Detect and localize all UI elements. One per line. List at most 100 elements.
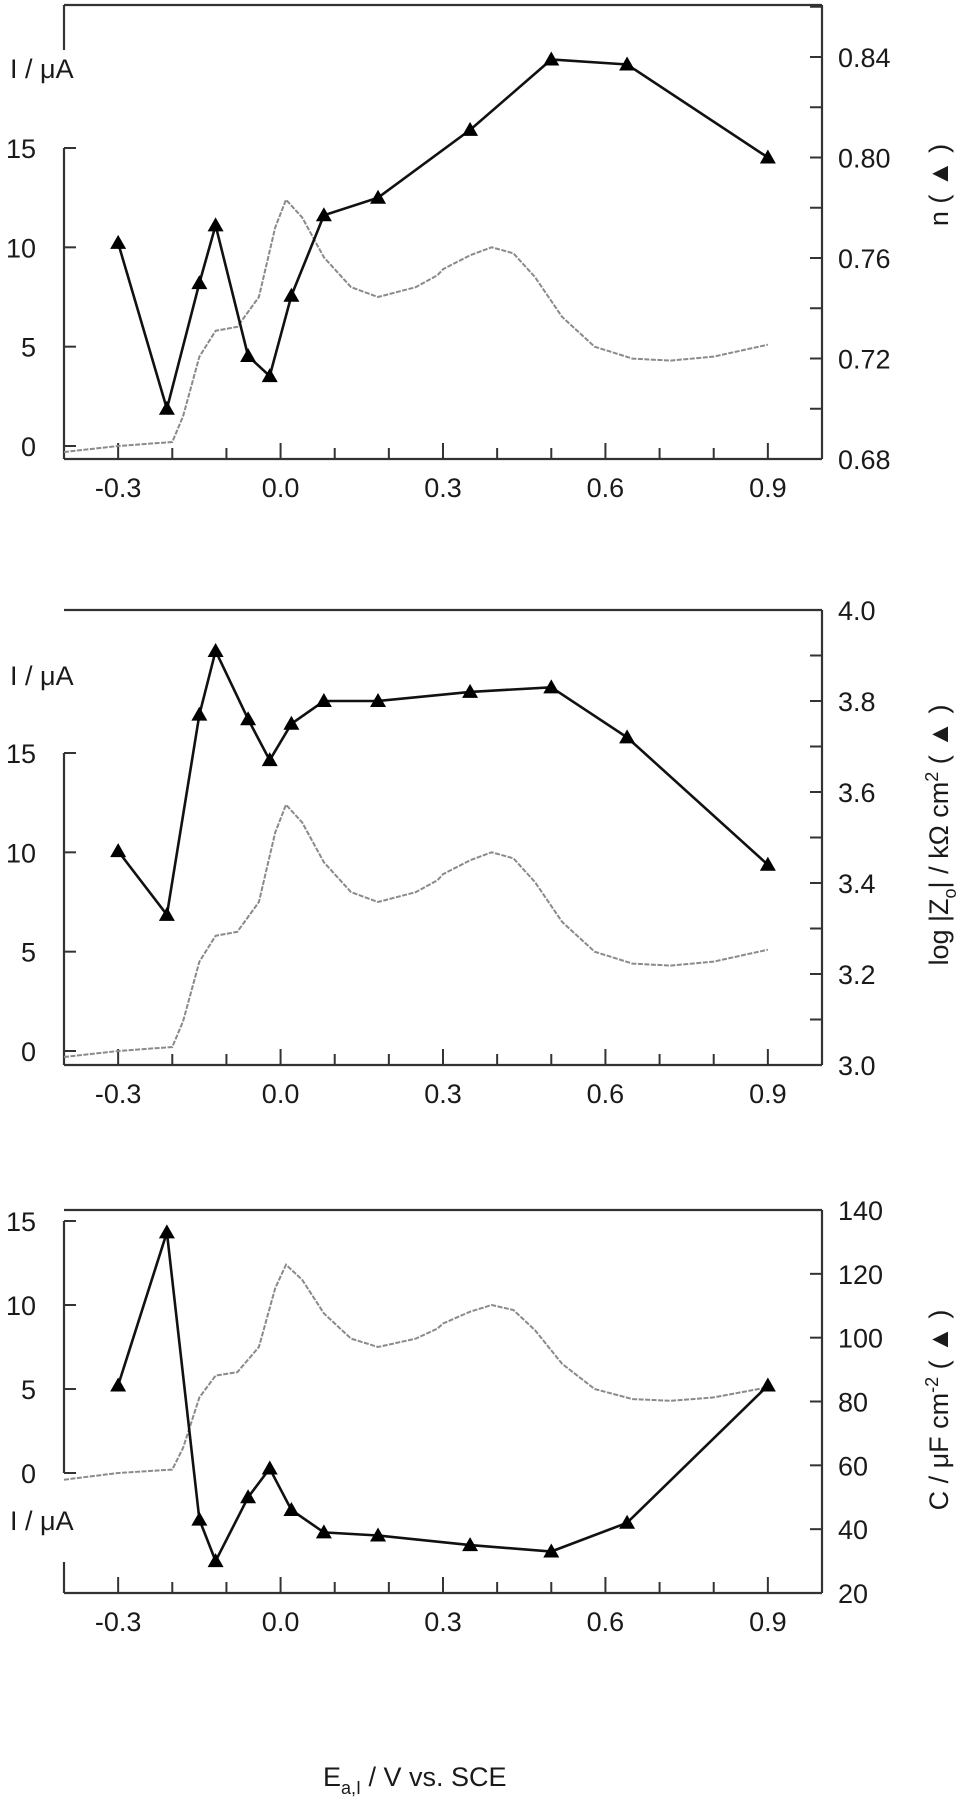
- triangle-series-line: [116, 1231, 769, 1565]
- left-y-tick-label: 0: [21, 1459, 36, 1489]
- x-axis-title-subscript: a,I: [341, 1778, 361, 1798]
- left-y-tick-label: 10: [6, 1291, 36, 1321]
- triangle-marker-icon: [261, 1460, 278, 1475]
- right-y-tick-label: 0.80: [838, 144, 891, 174]
- triangle-marker-icon: [543, 1543, 560, 1558]
- right-y-tick-label: 3.2: [838, 960, 876, 990]
- right-y-tick-label: 3.8: [838, 687, 876, 717]
- voltammogram-curve: [63, 802, 769, 1058]
- triangle-marker-icon: [462, 1537, 479, 1552]
- x-tick-label: -0.3: [95, 1607, 142, 1637]
- svg-text:Ea,I / V vs. SCE: Ea,I / V vs. SCE: [323, 1762, 507, 1798]
- triangle-marker-icon: [207, 1553, 224, 1568]
- right-axis-title: n ( ▲ ): [924, 144, 954, 226]
- triangle-marker-icon: [315, 207, 332, 222]
- left-axis-title: I / μA: [10, 1506, 74, 1536]
- left-y-tick-label: 15: [6, 739, 36, 769]
- left-y-tick-label: 5: [21, 938, 36, 968]
- triangle-marker-icon: [240, 711, 257, 726]
- triangle-marker-icon: [191, 1511, 208, 1526]
- panel-bottom-capacitance: -0.3 0.0 0.3 0.6 0.9 0 5 10 15 I / μA 20 40 60 80 100 1…: [6, 1196, 954, 1637]
- triangle-marker-icon: [315, 1524, 332, 1539]
- triangle-marker-icon: [158, 906, 175, 921]
- right-y-tick-label: 3.6: [838, 778, 876, 808]
- triangle-marker-icon: [110, 234, 127, 249]
- triangle-marker-icon: [207, 642, 224, 657]
- right-y-tick-label: 3.4: [838, 869, 876, 899]
- right-y-tick-label: 80: [838, 1388, 868, 1418]
- right-y-tick-label: 4.0: [838, 596, 876, 626]
- right-y-tick-label: 0.72: [838, 345, 891, 375]
- voltammogram-curve: [63, 1263, 769, 1481]
- triangle-marker-icon: [110, 1377, 127, 1392]
- right-y-tick-label: 40: [838, 1515, 868, 1545]
- triangle-marker-icon: [370, 693, 387, 707]
- x-tick-label: -0.3: [95, 1079, 142, 1109]
- right-y-tick-label: 100: [838, 1324, 883, 1354]
- x-tick-label: 0.0: [262, 1079, 300, 1109]
- x-axis-title-main: E: [323, 1762, 341, 1792]
- x-tick-label: 0.6: [587, 1079, 625, 1109]
- right-y-tick-label: 0.84: [838, 43, 891, 73]
- right-y-tick-label: 3.0: [838, 1051, 876, 1081]
- triangle-marker-icon: [370, 1527, 387, 1542]
- triangle-marker-icon: [462, 683, 479, 698]
- triangle-marker-icon: [283, 715, 300, 730]
- left-y-tick-label: 15: [6, 134, 36, 164]
- x-tick-label: 0.6: [587, 473, 625, 503]
- x-tick-label: 0.0: [262, 473, 300, 503]
- voltammogram-curve: [63, 197, 769, 453]
- x-tick-label: 0.9: [749, 1607, 787, 1637]
- right-y-tick-label: 20: [838, 1579, 868, 1609]
- x-tick-label: -0.3: [95, 473, 142, 503]
- triangle-marker-icon: [240, 1489, 257, 1504]
- triangle-marker-icon: [315, 693, 332, 707]
- x-tick-label: 0.9: [749, 473, 787, 503]
- triangle-marker-icon: [759, 856, 776, 871]
- triangle-series-line: [116, 58, 769, 414]
- triangle-marker-icon: [158, 400, 175, 415]
- triangle-marker-icon: [543, 51, 560, 66]
- triangle-marker-icon: [759, 1377, 776, 1392]
- triangle-marker-icon: [191, 706, 208, 721]
- right-axis-title: log |Zo| / kΩ cm2 ( ▲ ): [922, 705, 960, 966]
- triangle-marker-icon: [462, 121, 479, 136]
- triangle-marker-icon: [283, 287, 300, 302]
- right-axis-title: C / μF cm-2 ( ▲ ): [922, 1310, 954, 1511]
- right-y-tick-label: 120: [838, 1260, 883, 1290]
- x-tick-label: 0.9: [749, 1079, 787, 1109]
- right-y-tick-label: 0.76: [838, 244, 891, 274]
- triangle-marker-icon: [759, 149, 776, 164]
- left-y-tick-label: 10: [6, 838, 36, 868]
- x-axis-title: Ea,I / V vs. SCE: [323, 1762, 507, 1798]
- left-y-tick-label: 5: [21, 333, 36, 363]
- triangle-marker-icon: [283, 1502, 300, 1517]
- x-tick-label: 0.3: [424, 1079, 462, 1109]
- triangle-marker-icon: [158, 1224, 175, 1239]
- triangle-marker-icon: [619, 729, 636, 744]
- left-y-tick-label: 15: [6, 1207, 36, 1237]
- left-axis-title: I / μA: [10, 661, 74, 691]
- triangle-marker-icon: [370, 189, 387, 204]
- panel-middle-log-z: -0.3 0.0 0.3 0.6 0.9 0 5 10 15 I / μA 3.0 3.2 3.4 3.6…: [6, 596, 960, 1109]
- left-y-tick-label: 10: [6, 233, 36, 263]
- right-y-tick-label: 60: [838, 1451, 868, 1481]
- triangle-marker-icon: [207, 217, 224, 232]
- triangle-marker-icon: [261, 368, 278, 383]
- x-tick-label: 0.3: [424, 473, 462, 503]
- left-y-tick-label: 5: [21, 1375, 36, 1405]
- left-y-tick-label: 0: [21, 432, 36, 462]
- x-tick-label: 0.0: [262, 1607, 300, 1637]
- x-tick-label: 0.3: [424, 1607, 462, 1637]
- triangle-marker-icon: [110, 843, 127, 858]
- x-tick-label: 0.6: [587, 1607, 625, 1637]
- triangle-marker-icon: [543, 679, 560, 694]
- left-axis-title: I / μA: [10, 54, 74, 84]
- triangle-marker-icon: [619, 1514, 636, 1529]
- triangle-marker-icon: [240, 347, 257, 362]
- triangle-marker-icon: [261, 752, 278, 767]
- right-y-tick-label: 140: [838, 1196, 883, 1226]
- triangle-marker-icon: [619, 56, 636, 71]
- x-axis-title-rest: / V vs. SCE: [361, 1762, 507, 1792]
